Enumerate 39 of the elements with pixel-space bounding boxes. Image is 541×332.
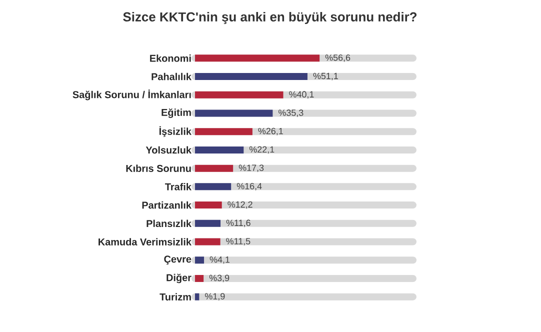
bar bbox=[195, 202, 222, 209]
data-label: %17,3 bbox=[238, 164, 264, 172]
y-tick-label: Trafik bbox=[165, 183, 192, 190]
bar bbox=[195, 146, 244, 154]
data-label: %1,9 bbox=[205, 293, 225, 301]
y-tick-label: İşsizlik bbox=[159, 126, 192, 137]
y-tick-label: Yolsuzluk bbox=[146, 146, 192, 154]
y-tick-label: Eğitim bbox=[162, 108, 191, 118]
data-label: %35,3 bbox=[278, 110, 304, 117]
data-label: %12,2 bbox=[228, 201, 252, 209]
bar bbox=[195, 164, 234, 172]
chart-title: Sizce KKTC'nin şu anki en büyük sorunu nedir? bbox=[123, 12, 417, 24]
data-label: %4,1 bbox=[210, 256, 230, 264]
bar bbox=[195, 238, 220, 246]
data-label: %11,5 bbox=[226, 238, 250, 246]
y-tick-label: Kıbrıs Sorunu bbox=[126, 164, 191, 172]
data-label: %16,4 bbox=[236, 182, 262, 190]
y-tick-label: Diğer bbox=[166, 274, 192, 284]
bar bbox=[195, 183, 232, 190]
data-label: %3,9 bbox=[209, 274, 230, 282]
data-label: %40,1 bbox=[289, 91, 314, 99]
data-label: %56,6 bbox=[325, 54, 350, 62]
bar bbox=[195, 220, 221, 227]
bar bbox=[195, 256, 204, 264]
y-tick-label: Sağlık Sorunu / İmkanları bbox=[72, 90, 191, 100]
y-tick-label: Partizanlık bbox=[142, 201, 192, 209]
y-tick-label: Kamuda Verimsizlik bbox=[98, 238, 192, 246]
y-tick-label: Turizm bbox=[160, 293, 191, 300]
data-label: %22,1 bbox=[249, 146, 274, 154]
bar bbox=[195, 274, 204, 282]
y-tick-label: Plansızlık bbox=[146, 220, 192, 228]
bar bbox=[195, 293, 200, 300]
bar bbox=[195, 128, 252, 136]
data-label: %26,1 bbox=[258, 128, 283, 136]
y-tick-label: Pahalılık bbox=[152, 72, 192, 80]
y-tick-label: Çevre bbox=[164, 256, 192, 265]
data-label: %51,1 bbox=[313, 72, 338, 80]
y-tick-label: Ekonomi bbox=[150, 54, 191, 62]
data-label: %11,6 bbox=[226, 220, 250, 228]
